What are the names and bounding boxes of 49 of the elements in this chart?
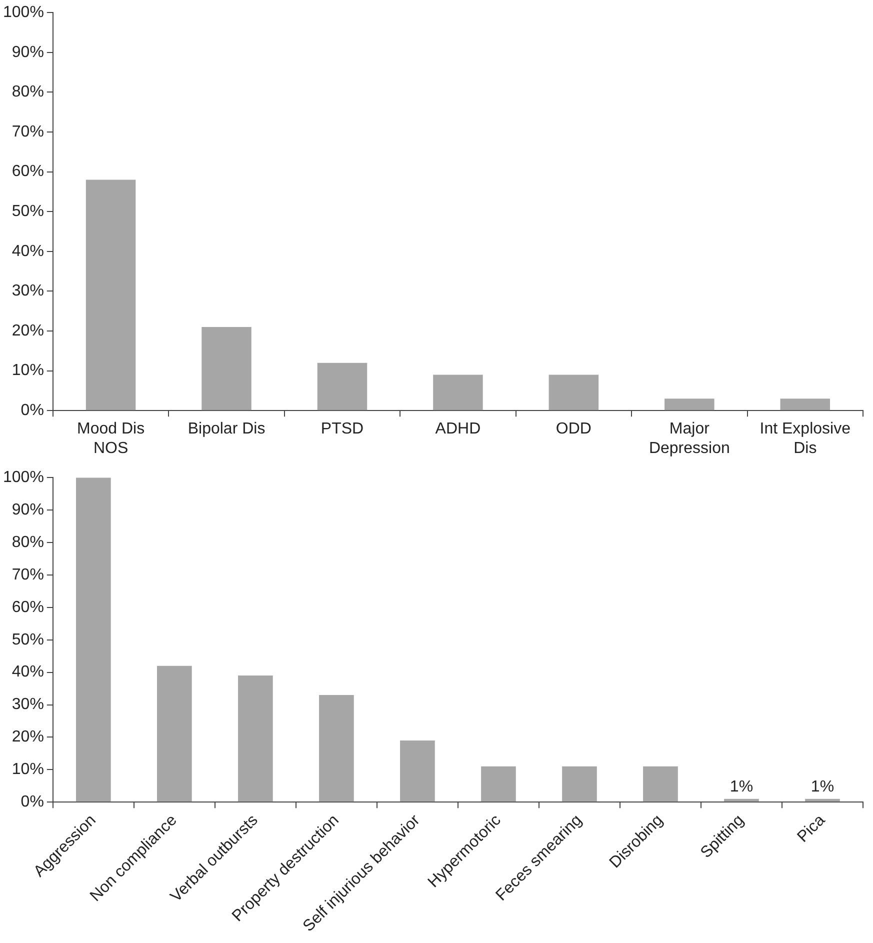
x-tick-label: ODD — [556, 420, 592, 438]
bar — [780, 398, 830, 410]
y-tick-label: 0% — [20, 402, 44, 420]
y-tick-label: 90% — [12, 501, 44, 518]
y-tick-label: 70% — [12, 566, 44, 584]
y-tick-label: 60% — [12, 163, 44, 180]
y-tick-label: 60% — [12, 598, 44, 616]
bar — [724, 798, 759, 802]
y-tick-label: 30% — [12, 282, 44, 300]
x-tick-label: Int Explosive Dis — [760, 420, 851, 457]
x-tick-label: Mood Dis NOS — [76, 420, 145, 457]
y-tick-label: 0% — [20, 794, 44, 811]
bar — [86, 180, 136, 410]
bar — [643, 766, 678, 802]
bar — [76, 478, 111, 802]
y-tick-label: 100% — [3, 4, 44, 22]
x-tick-label: Major Depression — [648, 420, 730, 457]
y-tick-label: 50% — [12, 631, 44, 648]
y-tick-label: 40% — [12, 664, 44, 681]
y-tick-label: 40% — [12, 242, 44, 260]
bar — [238, 676, 273, 802]
x-tick-label: Bipolar Dis — [188, 420, 266, 438]
y-tick-label: 90% — [12, 44, 44, 61]
y-tick-label: 10% — [12, 761, 44, 778]
y-tick-label: 80% — [12, 534, 44, 551]
bar — [548, 374, 599, 410]
y-tick-label: 20% — [12, 322, 44, 340]
bar — [481, 766, 516, 802]
bar — [562, 766, 597, 802]
bar — [400, 740, 435, 802]
y-tick-label: 30% — [12, 696, 44, 714]
bar — [664, 398, 714, 410]
bar — [317, 362, 368, 410]
x-tick-label: ADHD — [435, 420, 481, 438]
bar — [433, 374, 483, 410]
bar — [805, 798, 840, 802]
x-tick-label: PTSD — [320, 420, 364, 438]
bar — [202, 327, 252, 410]
y-tick-label: 50% — [12, 203, 44, 220]
y-tick-label: 20% — [12, 728, 44, 746]
y-tick-label: 10% — [12, 362, 44, 380]
bar — [319, 695, 354, 802]
y-tick-label: 100% — [3, 469, 44, 486]
bar — [157, 666, 192, 802]
y-tick-label: 70% — [12, 123, 44, 140]
data-label: 1% — [810, 778, 834, 796]
x-tick-label: Pica — [794, 812, 829, 846]
y-tick-label: 80% — [12, 84, 44, 101]
data-label: 1% — [730, 778, 754, 796]
